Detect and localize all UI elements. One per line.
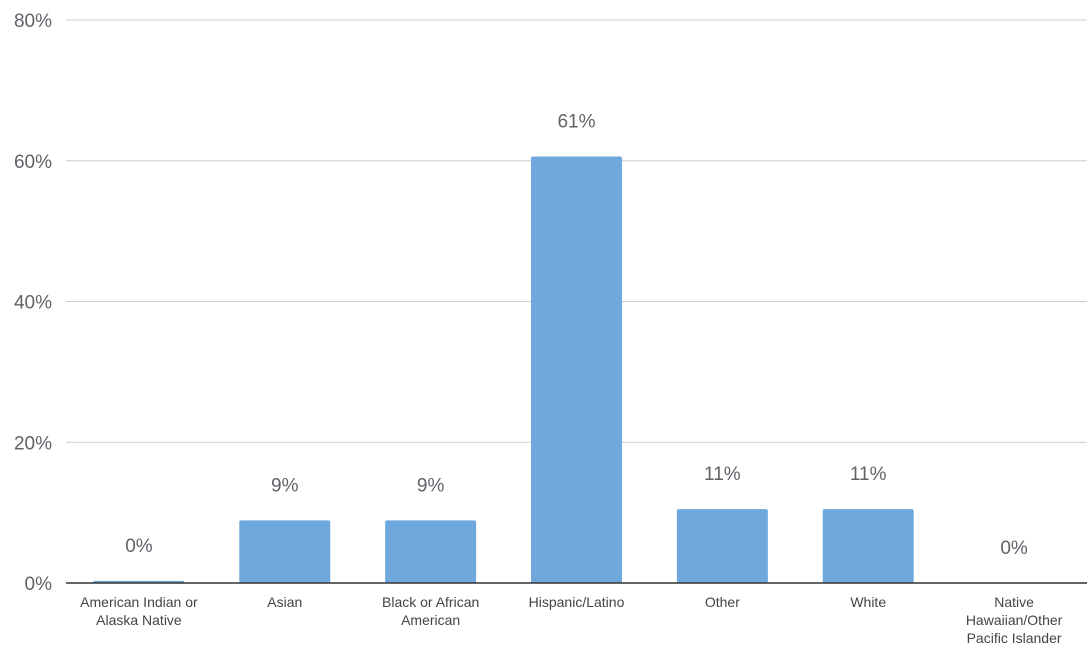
bar: [385, 520, 477, 583]
data-label: 9%: [417, 475, 445, 496]
y-tick-label: 0%: [25, 574, 53, 595]
y-tick-label: 20%: [14, 433, 52, 454]
x-tick-label: White: [850, 594, 886, 610]
data-label: 11%: [850, 464, 887, 485]
x-tick-label: American Indian or Alaska Native: [80, 594, 198, 628]
bar: [531, 156, 622, 583]
x-tick-label: Hispanic/Latino: [529, 594, 625, 610]
x-tick-label: Other: [705, 594, 740, 610]
y-tick-label: 80%: [14, 11, 52, 32]
x-tick-label: Black or African American: [382, 594, 479, 628]
data-label: 11%: [704, 464, 741, 485]
x-axis-ticks: American Indian or Alaska Native Asian Blac…: [80, 594, 1062, 646]
bar: [239, 520, 331, 583]
bar: [822, 509, 914, 583]
y-tick-label: 60%: [14, 152, 52, 173]
bars: [93, 156, 914, 583]
y-tick-label: 40%: [14, 293, 52, 314]
data-label: 9%: [271, 475, 299, 496]
y-axis-ticks: 0% 20% 40% 60% 80%: [14, 11, 52, 595]
data-label: 0%: [1000, 538, 1028, 559]
x-tick-label: Asian: [267, 594, 302, 610]
x-tick-label: Native Hawaiian/Other Pacific Islander: [966, 594, 1063, 646]
data-label: 0%: [125, 536, 153, 557]
bar: [676, 509, 768, 583]
data-labels: 0% 9% 9% 61% 11% 11% 0%: [125, 112, 1028, 559]
data-label: 61%: [557, 112, 595, 133]
